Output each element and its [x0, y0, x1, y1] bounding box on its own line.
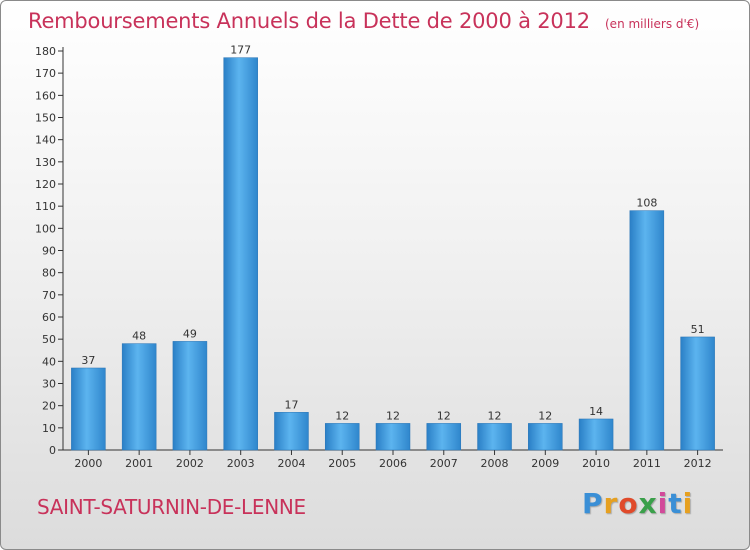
bar-2002	[172, 341, 208, 451]
bar-2006	[375, 423, 411, 451]
x-tick-label: 2009	[531, 457, 559, 470]
y-tick-label: 90	[42, 245, 56, 258]
bar-2005	[324, 423, 360, 451]
x-tick-label: 2007	[430, 457, 458, 470]
x-tick-label: 2003	[227, 457, 255, 470]
bar-value-label: 108	[636, 197, 657, 210]
commune-name: SAINT-SATURNIN-DE-LENNE	[37, 495, 306, 519]
bar-value-label: 12	[335, 409, 349, 422]
bar-value-label: 37	[81, 354, 95, 367]
logo-letter: r	[603, 487, 619, 520]
bar-2003	[223, 57, 258, 451]
logo-letter: o	[618, 487, 639, 520]
y-tick-label: 150	[35, 112, 56, 125]
bar-2011	[629, 210, 665, 451]
y-tick-label: 60	[42, 311, 56, 324]
y-tick-label: 80	[42, 267, 56, 280]
y-tick-label: 140	[35, 134, 56, 147]
bar-value-label: 177	[230, 44, 251, 57]
bar-value-label: 12	[538, 409, 552, 422]
x-tick-label: 2004	[277, 457, 305, 470]
proxiti-logo: Proxiti	[582, 487, 693, 520]
y-tick-label: 10	[42, 422, 56, 435]
x-tick-label: 2010	[582, 457, 610, 470]
y-tick-label: 20	[42, 400, 56, 413]
bar-2001	[121, 343, 157, 451]
y-tick-label: 110	[35, 200, 56, 213]
x-tick-label: 2012	[684, 457, 712, 470]
y-tick-label: 100	[35, 222, 56, 235]
bar-2000	[71, 367, 106, 451]
logo-letter: x	[638, 487, 658, 520]
bar-2004	[274, 412, 309, 451]
x-tick-label: 2008	[481, 457, 509, 470]
logo-letter: i	[682, 487, 694, 520]
bar-value-label: 49	[183, 327, 197, 340]
y-tick-label: 180	[35, 45, 56, 58]
bar-layer: 37 48 49 177 17 12 12 12 12 12 14 108 51	[71, 44, 715, 451]
logo-letter: t	[668, 487, 683, 520]
x-tick-label: 2005	[328, 457, 356, 470]
x-tick-label: 2002	[176, 457, 204, 470]
axis-layer: 0 10 20 30 40 50 60 70 80 90 100 110 120 130 140 150 160…	[35, 45, 723, 470]
bar-value-label: 12	[386, 409, 400, 422]
bar-value-label: 14	[589, 405, 603, 418]
x-tick-label: 2011	[633, 457, 661, 470]
y-tick-label: 170	[35, 67, 56, 80]
bar-2007	[426, 423, 462, 451]
y-tick-label: 50	[42, 333, 56, 346]
bar-2012	[680, 336, 715, 451]
x-tick-label: 2000	[74, 457, 102, 470]
x-tick-label: 2006	[379, 457, 407, 470]
bar-2009	[528, 423, 563, 451]
y-tick-label: 120	[35, 178, 56, 191]
chart-title-text: Remboursements Annuels de la Dette de 20…	[28, 9, 590, 33]
bar-2010	[578, 418, 614, 451]
y-tick-label: 40	[42, 355, 56, 368]
bar-value-label: 48	[132, 330, 146, 343]
bar-value-label: 17	[284, 398, 298, 411]
y-tick-label: 30	[42, 378, 56, 391]
y-tick-label: 130	[35, 156, 56, 169]
y-tick-label: 0	[49, 444, 56, 457]
logo-letter: i	[657, 487, 669, 520]
chart-title: Remboursements Annuels de la Dette de 20…	[28, 9, 699, 33]
bar-value-label: 12	[488, 409, 502, 422]
y-tick-label: 160	[35, 89, 56, 102]
chart-unit-label: (en milliers d'€)	[605, 17, 700, 31]
logo-letter: P	[582, 487, 604, 520]
y-tick-label: 70	[42, 289, 56, 302]
bar-2008	[477, 423, 512, 451]
x-tick-label: 2001	[125, 457, 153, 470]
bar-value-label: 51	[691, 323, 705, 336]
bar-value-label: 12	[437, 409, 451, 422]
